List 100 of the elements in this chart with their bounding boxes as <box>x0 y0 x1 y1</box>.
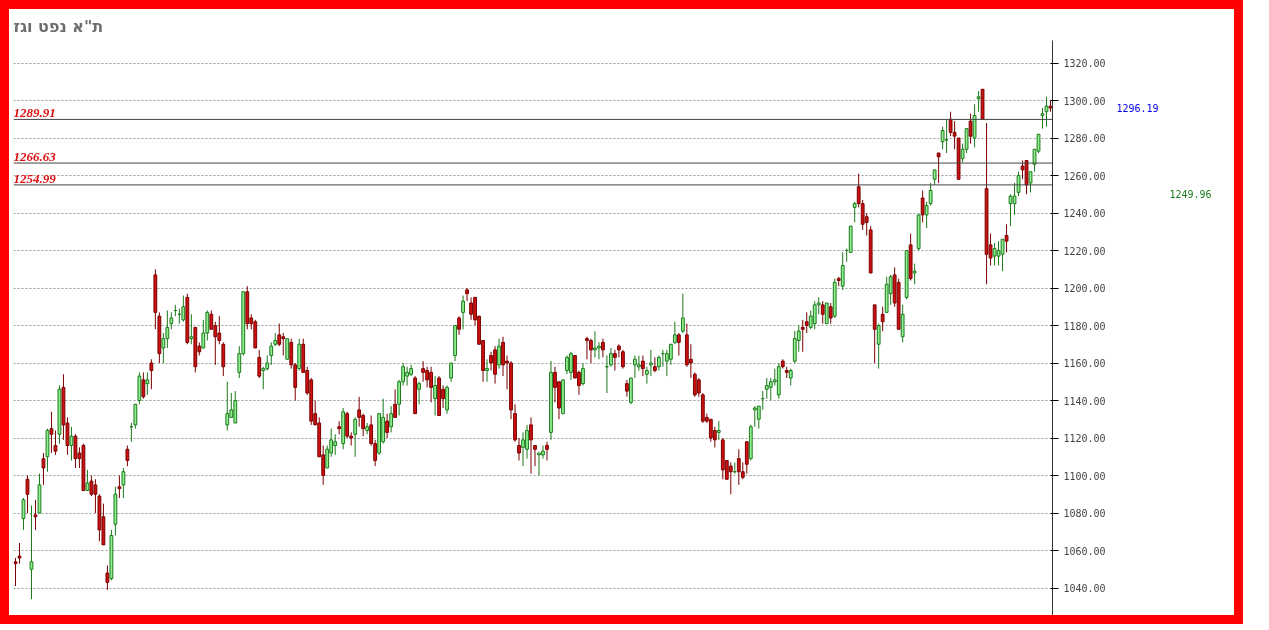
candlestick <box>457 315 461 336</box>
candlestick <box>641 355 645 377</box>
candlestick <box>633 355 637 379</box>
candlestick <box>429 366 433 403</box>
candlestick <box>17 542 22 565</box>
candlestick <box>708 418 713 443</box>
candlestick <box>225 381 230 431</box>
y-tick-label: 1160.00 <box>1063 358 1106 369</box>
candlestick <box>333 433 338 456</box>
candlestick <box>589 338 593 364</box>
candlestick <box>281 332 286 356</box>
candlestick <box>744 441 749 475</box>
candlestick <box>601 338 605 358</box>
candlestick <box>541 445 545 460</box>
candlestick <box>676 332 681 356</box>
candlestick <box>764 377 769 400</box>
candlestick <box>497 338 501 370</box>
y-tick-label: 1140.00 <box>1063 395 1106 407</box>
candlestick <box>69 426 74 461</box>
candlestick <box>149 358 154 390</box>
candlestick <box>876 323 881 370</box>
candlestick <box>189 313 194 345</box>
candlestick <box>792 330 797 364</box>
candlestick <box>85 469 90 491</box>
candlestick <box>992 242 997 266</box>
chart-title: ת"א נפט וגז <box>13 16 104 36</box>
candlestick <box>221 341 226 377</box>
candlestick <box>569 351 573 381</box>
candlestick <box>141 371 146 400</box>
candlestick <box>545 441 549 461</box>
ref-line-label: 1289.91 <box>13 105 56 121</box>
text: 1296.19 <box>1116 102 1159 114</box>
y-tick-label: 1120.00 <box>1063 433 1106 444</box>
candlestick <box>1020 160 1025 180</box>
y-tick-label: 1240.00 <box>1063 208 1106 219</box>
candlestick <box>804 311 809 334</box>
ref-line-label: 1266.63 <box>13 149 57 165</box>
candlestick <box>449 362 453 383</box>
candlestick <box>105 565 110 591</box>
candlestick <box>680 293 685 334</box>
candlestick <box>736 448 741 486</box>
candlestick <box>920 190 925 223</box>
candlestick <box>728 461 733 495</box>
candlestick <box>117 475 122 499</box>
candlestick <box>1004 223 1009 253</box>
candlestick <box>565 355 569 375</box>
y-tick-label: 1100.00 <box>1063 470 1106 482</box>
candlestick <box>21 497 26 531</box>
candlestick <box>696 377 701 398</box>
candlestick <box>820 300 825 325</box>
candlestick <box>469 296 473 321</box>
candlestick <box>345 411 350 439</box>
candlestick <box>261 366 266 390</box>
candlestick <box>852 201 857 223</box>
candlestick <box>585 336 589 360</box>
y-tick-label: 1180.00 <box>1063 320 1106 332</box>
candlestick <box>593 330 597 358</box>
candlestick <box>880 306 885 332</box>
candlestick <box>353 416 358 458</box>
candlestick <box>269 341 274 366</box>
candlestick <box>485 358 489 383</box>
candlestick <box>652 356 657 373</box>
candlestick <box>692 371 697 398</box>
candlestick <box>900 304 905 343</box>
candlestick <box>1000 238 1005 272</box>
candlestick <box>465 287 469 302</box>
candlestick <box>257 349 262 379</box>
candlestick <box>181 295 186 323</box>
text: 1249.96 <box>1169 189 1212 201</box>
candlestick <box>421 360 425 383</box>
candlestick <box>393 388 398 418</box>
candlestick <box>41 452 46 486</box>
y-tick-label: 1300.00 <box>1063 95 1106 107</box>
y-tick-label: 1080.00 <box>1063 508 1106 519</box>
y-tick-label: 1200.00 <box>1063 283 1106 294</box>
candlestick <box>277 323 282 347</box>
candlestick <box>1028 171 1033 193</box>
y-tick-label: 1220.00 <box>1063 245 1106 257</box>
candlestick <box>648 349 653 377</box>
candlestick <box>537 452 541 476</box>
candlestick <box>672 321 677 345</box>
candlestick <box>625 379 629 398</box>
candlestick <box>972 103 977 148</box>
candlestick <box>461 295 465 330</box>
candlestick <box>976 90 981 113</box>
candlestick <box>285 338 290 360</box>
candlestick <box>145 371 150 396</box>
y-tick-label: 1320.00 <box>1063 58 1106 69</box>
candlestick <box>433 375 437 416</box>
ref-line-label: 1254.99 <box>13 170 57 186</box>
candlestick <box>824 302 829 325</box>
y-tick-label: 1040.00 <box>1063 583 1106 594</box>
candlestick <box>121 467 126 499</box>
candlestick <box>812 300 817 330</box>
candlestick <box>417 381 422 405</box>
candlestick <box>385 413 390 439</box>
candlestick <box>581 362 585 386</box>
y-tick-label: 1260.00 <box>1063 170 1106 182</box>
candlestick <box>89 475 94 497</box>
candlestick <box>968 113 973 145</box>
